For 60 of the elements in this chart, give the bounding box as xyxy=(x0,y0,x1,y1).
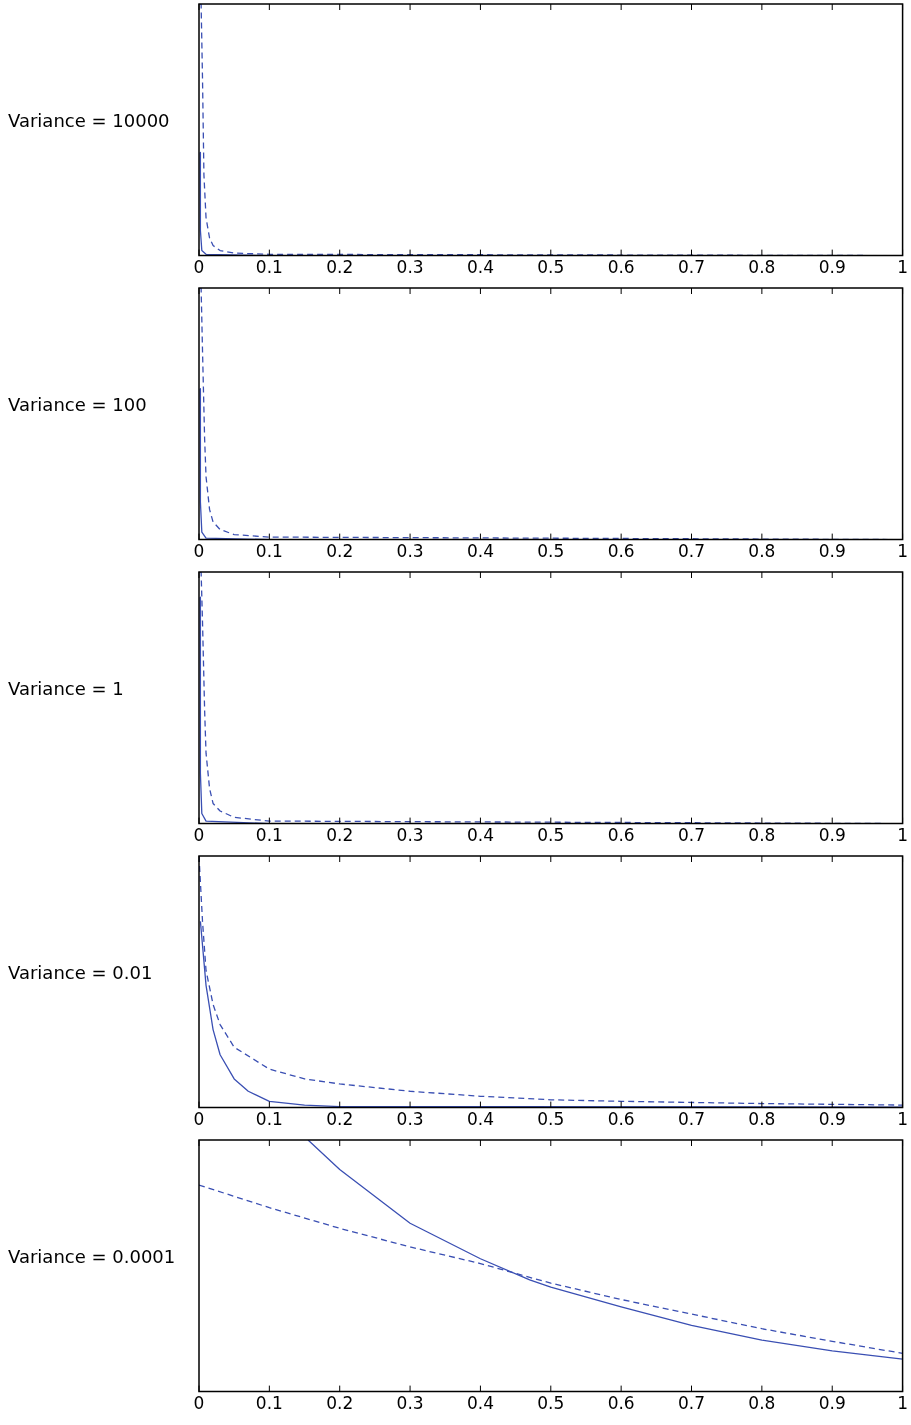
x-tick-label: 0.2 xyxy=(326,541,354,562)
x-tick-label: 0 xyxy=(193,1393,205,1414)
x-tick-label: 1 xyxy=(897,541,909,562)
x-tick-label: 0.2 xyxy=(326,825,354,846)
x-tick-label: 1 xyxy=(897,1393,909,1414)
x-tick-label: 0.6 xyxy=(607,825,635,846)
x-tick-label: 0.3 xyxy=(396,1393,424,1414)
x-tick-label: 0.7 xyxy=(677,541,706,562)
x-tick-label: 0 xyxy=(193,825,205,846)
x-tick-label: 0 xyxy=(193,1109,205,1130)
x-tick-label: 0.3 xyxy=(396,541,424,562)
x-tick-label: 0.1 xyxy=(255,1109,283,1130)
x-tick-label: 0.7 xyxy=(677,1109,706,1130)
x-tick-label: 0.1 xyxy=(255,541,283,562)
x-tick-label: 0.5 xyxy=(537,1393,565,1414)
x-tick-label: 0.4 xyxy=(466,541,494,562)
x-tick-label: 0.5 xyxy=(537,541,565,562)
x-tick-label: 0.9 xyxy=(818,1393,846,1414)
x-tick-label: 0.1 xyxy=(255,1393,283,1414)
x-tick-label: 0.7 xyxy=(677,257,706,278)
x-tick-label: 0.1 xyxy=(255,257,283,278)
x-tick-label: 0.3 xyxy=(396,257,424,278)
x-tick-label: 0.4 xyxy=(466,257,494,278)
y-axis-title: Variance = 0.01 xyxy=(8,962,154,983)
x-tick-label: 0.9 xyxy=(818,257,846,278)
x-tick-label: 0.7 xyxy=(677,1393,706,1414)
x-tick-label: 0 xyxy=(193,257,205,278)
y-axis-title: Variance = 10000 xyxy=(8,110,171,131)
x-tick-label: 0.6 xyxy=(607,1109,635,1130)
x-tick-label: 0.4 xyxy=(466,1109,494,1130)
x-tick-label: 1 xyxy=(897,825,909,846)
y-axis-title: Variance = 1 xyxy=(8,678,125,699)
x-tick-label: 0.4 xyxy=(466,825,494,846)
x-tick-label: 0.9 xyxy=(818,541,846,562)
x-tick-label: 0.4 xyxy=(466,1393,494,1414)
x-tick-label: 0.7 xyxy=(677,825,706,846)
x-tick-label: 1 xyxy=(897,1109,909,1130)
x-tick-label: 0.8 xyxy=(748,541,776,562)
x-tick-label: 0.2 xyxy=(326,1109,354,1130)
x-tick-label: 0.6 xyxy=(607,1393,635,1414)
x-tick-label: 0.8 xyxy=(748,1109,776,1130)
x-tick-label: 0.9 xyxy=(818,1109,846,1130)
x-tick-label: 0.6 xyxy=(607,257,635,278)
x-tick-label: 0.8 xyxy=(748,1393,776,1414)
x-tick-label: 0.3 xyxy=(396,1109,424,1130)
x-tick-label: 0.2 xyxy=(326,1393,354,1414)
x-tick-label: 0.5 xyxy=(537,1109,565,1130)
x-tick-label: 0.2 xyxy=(326,257,354,278)
x-tick-label: 0.9 xyxy=(818,825,846,846)
x-tick-label: 0.5 xyxy=(537,825,565,846)
x-tick-label: 0 xyxy=(193,541,205,562)
x-tick-label: 0.3 xyxy=(396,825,424,846)
x-tick-label: 0.1 xyxy=(255,825,283,846)
x-tick-label: 1 xyxy=(897,257,909,278)
y-axis-title: Variance = 0.0001 xyxy=(8,1246,177,1267)
x-tick-label: 0.6 xyxy=(607,541,635,562)
x-tick-label: 0.8 xyxy=(748,825,776,846)
x-tick-label: 0.8 xyxy=(748,257,776,278)
x-tick-label: 0.5 xyxy=(537,257,565,278)
y-axis-title: Variance = 100 xyxy=(8,394,148,415)
